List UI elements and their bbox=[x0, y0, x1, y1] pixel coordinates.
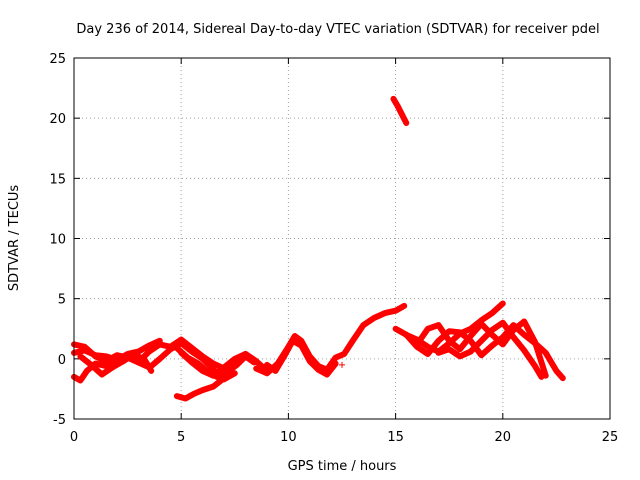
chart-title: Day 236 of 2014, Sidereal Day-to-day VTE… bbox=[76, 22, 599, 37]
y-tick-label: 5 bbox=[58, 293, 66, 308]
x-tick-label: 15 bbox=[387, 430, 404, 445]
x-tick-label: 10 bbox=[280, 430, 297, 445]
x-tick-label: 25 bbox=[602, 430, 619, 445]
y-tick-label: 20 bbox=[49, 112, 66, 127]
series-line-track-12 bbox=[403, 322, 566, 382]
series-line-track-8 bbox=[173, 366, 232, 402]
y-tick-label: -5 bbox=[53, 413, 66, 428]
series-line-track-2 bbox=[71, 353, 152, 384]
grid bbox=[74, 58, 610, 419]
x-axis-ticks: 0 5 10 15 20 25 bbox=[70, 58, 618, 445]
outlier-group bbox=[339, 361, 345, 368]
series-line-track-4 bbox=[77, 351, 155, 378]
x-tick-label: 5 bbox=[177, 430, 185, 445]
x-tick-label: 20 bbox=[495, 430, 512, 445]
series-line-track-15 bbox=[390, 95, 410, 126]
series-line-track-13 bbox=[414, 318, 549, 379]
y-tick-label: 10 bbox=[49, 233, 66, 248]
series-line-track-7 bbox=[178, 349, 260, 379]
series-line-track-3 bbox=[71, 337, 163, 363]
series-line-track-10 bbox=[264, 337, 339, 378]
series-group bbox=[71, 95, 566, 402]
plot-frame bbox=[73, 57, 611, 420]
y-tick-label: 0 bbox=[58, 353, 66, 368]
y-tick-label: 25 bbox=[49, 52, 66, 67]
series-line-track-14 bbox=[435, 319, 545, 380]
y-tick-label: 15 bbox=[49, 172, 66, 187]
y-axis-label: SDTVAR / TECUs bbox=[7, 185, 22, 292]
outlier-point bbox=[339, 361, 345, 368]
x-tick-label: 0 bbox=[70, 430, 78, 445]
x-axis-label: GPS time / hours bbox=[288, 459, 397, 474]
